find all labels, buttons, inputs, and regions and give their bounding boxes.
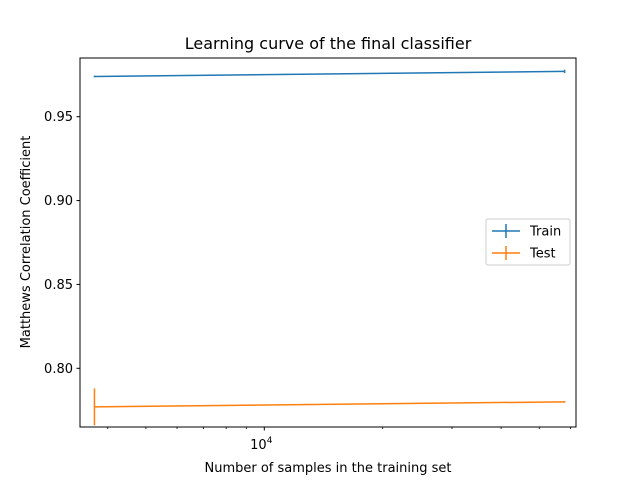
legend-label-test: Test [529,247,556,262]
x-tick-label-base: 10 [250,438,267,453]
x-tick-label-exponent: 4 [267,436,273,446]
y-tick-label: 0.95 [44,110,73,125]
series-line-test [94,401,565,408]
ticks: 0.80 0.85 0.90 0.95 104 [44,110,571,453]
y-tick-label: 0.80 [44,362,73,377]
x-tick-label: 104 [250,436,273,453]
y-tick-label: 0.85 [44,278,73,293]
y-tick-label: 0.90 [44,194,73,209]
series-line-train [94,70,565,78]
plot-frame [79,57,577,428]
y-axis-label: Matthews Correlation Coefficient [19,136,34,349]
legend: Train Test [485,218,571,266]
x-axis-label: Number of samples in the training set [205,461,452,476]
chart-title: Learning curve of the final classifier [185,34,472,53]
legend-label-train: Train [529,225,561,240]
series-layer [93,69,566,426]
